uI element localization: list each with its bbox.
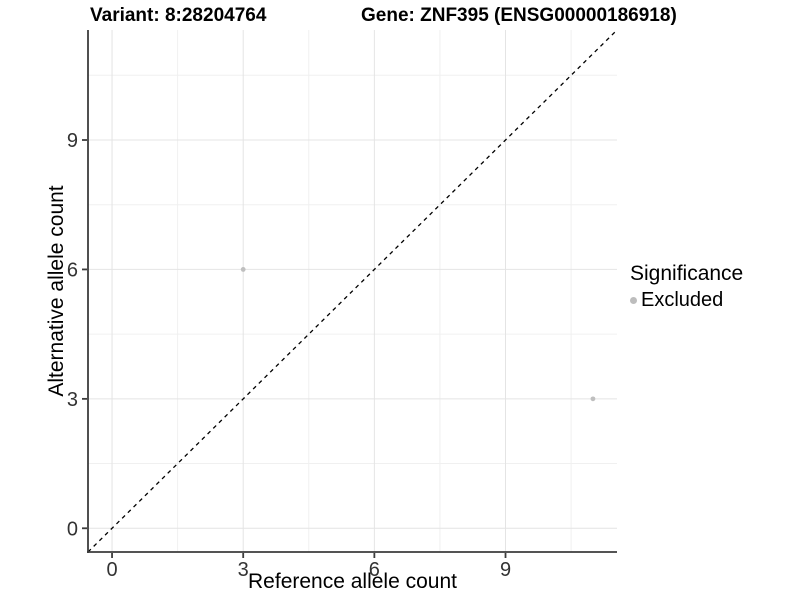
y-tick-label: 9	[67, 130, 78, 152]
x-tick-label: 6	[369, 559, 380, 581]
legend-title: Significance	[630, 262, 744, 285]
y-tick-label: 0	[67, 518, 78, 540]
x-tick-label: 9	[500, 559, 511, 581]
x-axis-title: Reference allele count	[248, 570, 457, 593]
x-tick-label: 3	[238, 559, 249, 581]
legend: Significance Excluded	[630, 262, 743, 312]
y-axis-title: Alternative allele count	[45, 185, 68, 397]
excluded-point-icon	[630, 297, 637, 304]
data-point	[590, 396, 596, 402]
identity-line	[87, 29, 618, 553]
legend-item-label: Excluded	[641, 289, 724, 311]
y-tick-label: 6	[67, 259, 78, 281]
legend-item-excluded: Excluded	[630, 289, 743, 312]
y-tick-label: 3	[67, 389, 78, 411]
plot-title-variant: Variant: 8:28204764	[90, 5, 267, 26]
data-point	[240, 267, 246, 272]
plot-title-gene: Gene: ZNF395 (ENSG00000186918)	[361, 5, 677, 26]
x-tick-label: 0	[106, 559, 117, 581]
